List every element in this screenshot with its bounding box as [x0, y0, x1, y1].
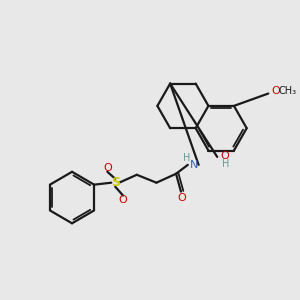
Text: N: N	[190, 160, 198, 170]
Text: O: O	[103, 163, 112, 173]
Text: H: H	[222, 159, 230, 169]
Text: CH₃: CH₃	[279, 85, 297, 96]
Text: O: O	[119, 194, 128, 205]
Text: H: H	[183, 153, 190, 163]
Text: O: O	[272, 85, 280, 96]
Text: O: O	[221, 151, 230, 161]
Text: S: S	[111, 176, 120, 189]
Text: O: O	[178, 193, 186, 202]
